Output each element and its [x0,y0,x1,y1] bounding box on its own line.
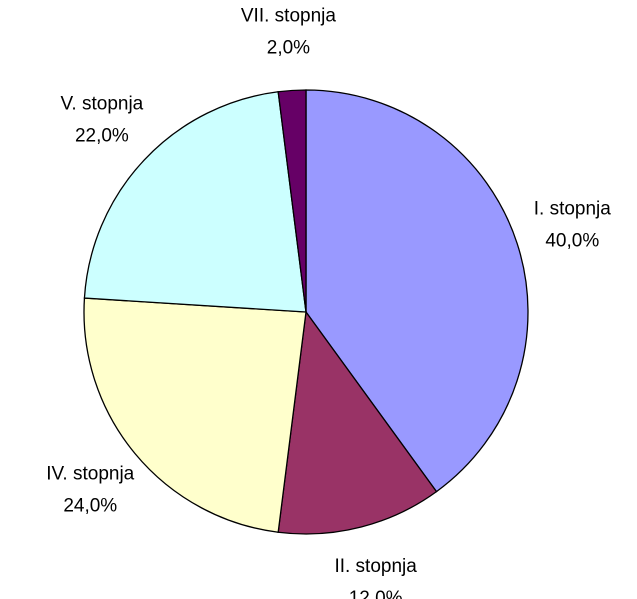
slice-value-label: 2,0% [267,38,310,59]
slice-label: I. stopnja [534,198,612,219]
pie-slice [83,297,307,533]
slice-value-label: 40,0% [545,230,599,251]
slice-value-label: 12,0% [349,588,403,599]
pie-slice [305,89,529,493]
slice-label: II. stopnja [334,556,417,577]
pie-slice [277,310,438,535]
pie-slice [83,91,307,313]
slice-value-label: 22,0% [75,125,129,146]
slice-label: VII. stopnja [241,6,336,27]
slice-label: V. stopnja [61,93,144,114]
slice-value-label: 24,0% [63,495,117,516]
pie-slice [277,89,307,313]
slice-label: IV. stopnja [46,463,134,484]
